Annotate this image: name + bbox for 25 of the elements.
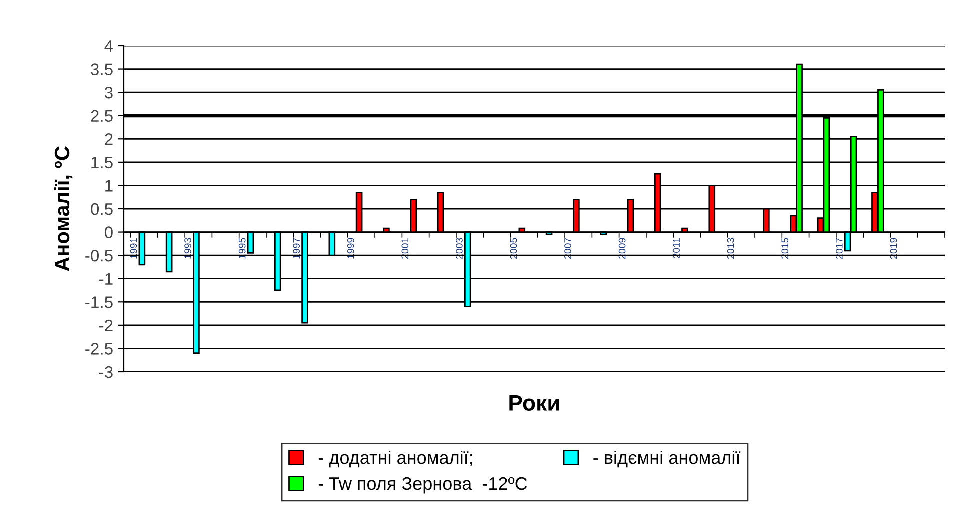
y-tick-label: 0 xyxy=(104,226,113,238)
y-tick-label: 2.5 xyxy=(91,110,113,122)
y-tick-label: 2 xyxy=(105,134,113,146)
y-tick-label: 0.5 xyxy=(91,203,113,216)
y-tick-label: -2.5 xyxy=(86,343,113,355)
x-tick-label: 1997 xyxy=(293,238,300,259)
y-tick-label: 4 xyxy=(104,40,114,52)
y-tick-label: 1 xyxy=(106,180,113,192)
y-tick-label: -0.5 xyxy=(86,250,113,262)
x-tick-label: 1993 xyxy=(184,238,192,259)
x-tick-label: 1995 xyxy=(238,238,246,259)
y-axis-title: Аномалії, ºC xyxy=(54,146,73,272)
legend-label: - додатні аномалії; xyxy=(318,450,472,468)
legend-label: - Tw поля Зернова -12ºC xyxy=(318,477,528,494)
y-tick-label: -2 xyxy=(100,320,113,332)
y-tick-label: 3 xyxy=(104,86,113,99)
y-tick-label: -1.5 xyxy=(86,296,113,308)
legend-label: - відємні аномалії xyxy=(594,450,741,468)
x-axis-title: Роки xyxy=(510,395,560,411)
x-tick-label: 1991 xyxy=(130,238,138,259)
y-tick-label: -3 xyxy=(100,366,113,378)
x-tick-label: 1999 xyxy=(347,238,354,259)
y-tick-label: -1 xyxy=(100,273,113,285)
y-tick-label: 1.5 xyxy=(92,157,113,169)
y-tick-label: 3.5 xyxy=(91,64,113,76)
